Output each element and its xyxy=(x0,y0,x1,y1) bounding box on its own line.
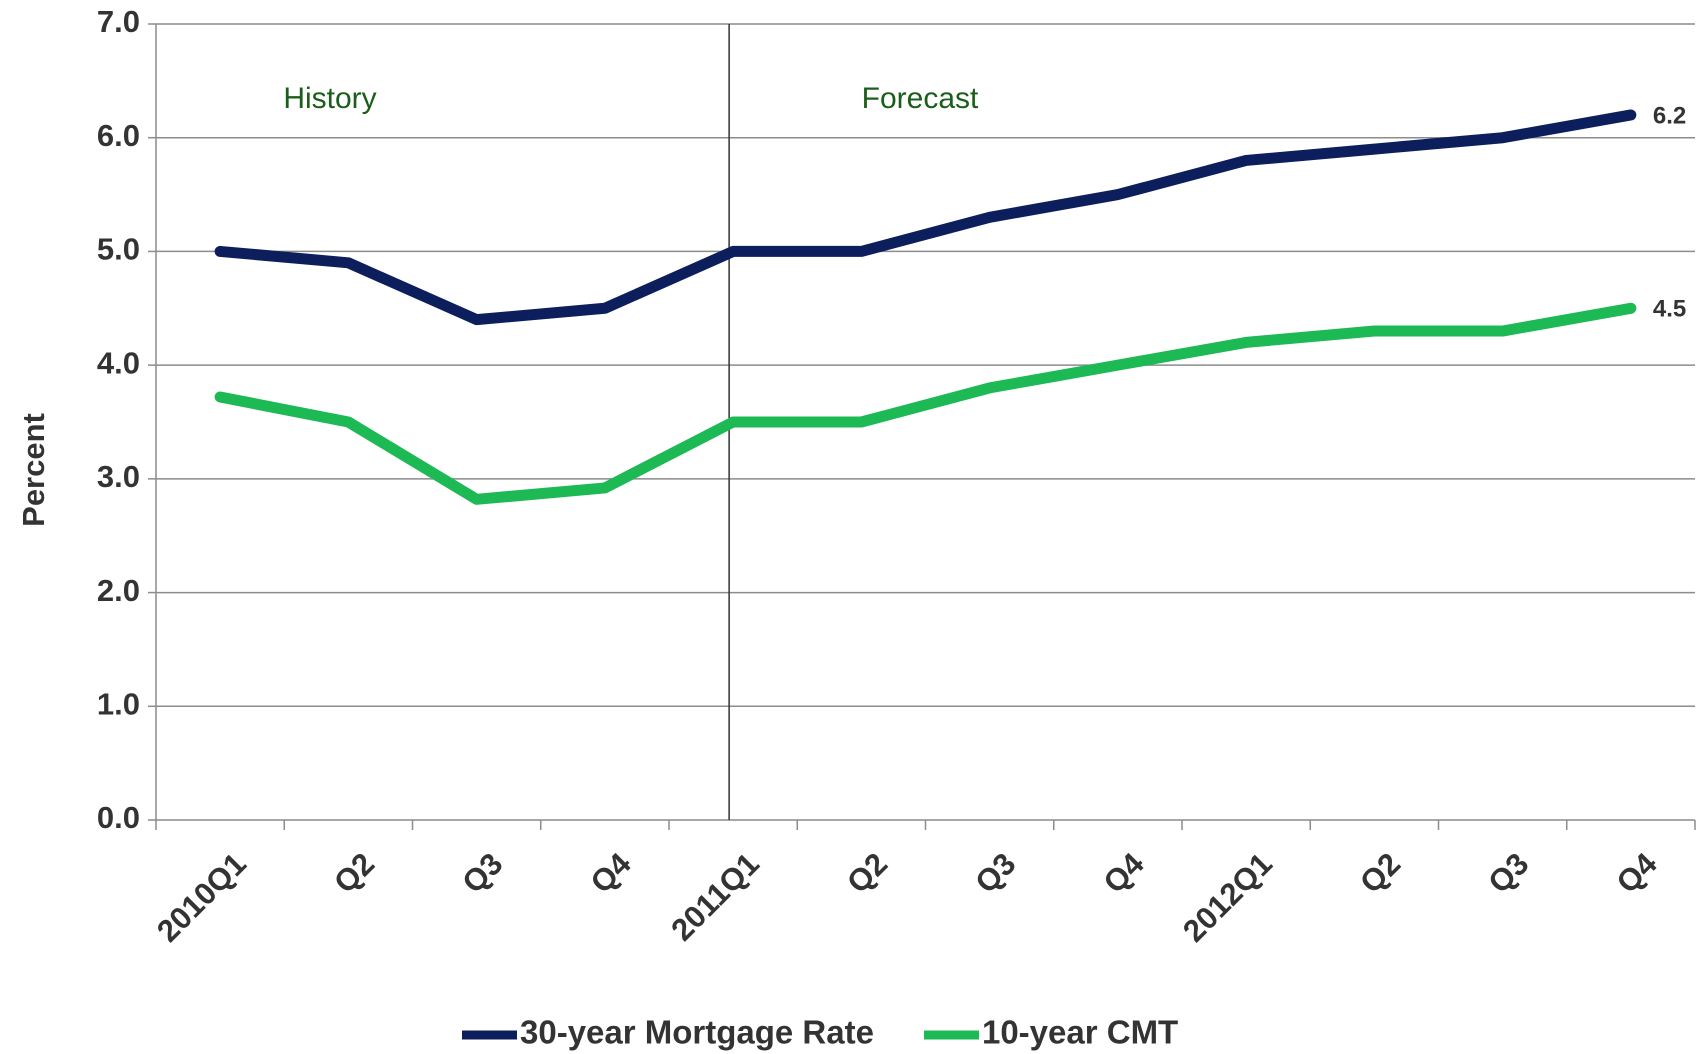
x-tick-label: Q2 xyxy=(1353,846,1407,900)
y-tick-label: 2.0 xyxy=(97,573,140,608)
annotation: Forecast xyxy=(862,82,979,115)
x-tick-label: 2010Q1 xyxy=(150,846,253,949)
x-tick-label: Q4 xyxy=(584,845,639,900)
y-tick-label: 0.0 xyxy=(97,800,140,835)
x-tick-label: 2011Q1 xyxy=(664,846,766,948)
x-tick-label: Q3 xyxy=(1481,846,1535,900)
series-line xyxy=(214,109,1637,326)
x-tick-label: Q4 xyxy=(1610,845,1665,900)
legend-label: 30-year Mortgage Rate xyxy=(520,1014,874,1051)
y-tick-label: 7.0 xyxy=(97,4,140,39)
series-line xyxy=(214,302,1637,505)
x-tick-label: Q2 xyxy=(327,846,381,900)
y-tick-label: 6.0 xyxy=(97,118,140,153)
annotation: History xyxy=(283,82,376,115)
data-label: 4.5 xyxy=(1653,296,1686,323)
x-tick-label: 2012Q1 xyxy=(1176,846,1279,949)
x-tick-label: Q4 xyxy=(1097,845,1152,900)
x-tick-label: Q2 xyxy=(840,846,894,900)
y-tick-label: 5.0 xyxy=(97,232,140,267)
y-tick-label: 3.0 xyxy=(97,459,140,494)
data-label: 6.2 xyxy=(1653,102,1686,129)
y-axis-label: Percent xyxy=(16,413,51,527)
x-tick-label: Q3 xyxy=(968,846,1022,900)
y-tick-label: 1.0 xyxy=(97,686,140,721)
legend-label: 10-year CMT xyxy=(982,1014,1178,1051)
y-tick-label: 4.0 xyxy=(97,345,140,380)
x-tick-label: Q3 xyxy=(455,846,509,900)
